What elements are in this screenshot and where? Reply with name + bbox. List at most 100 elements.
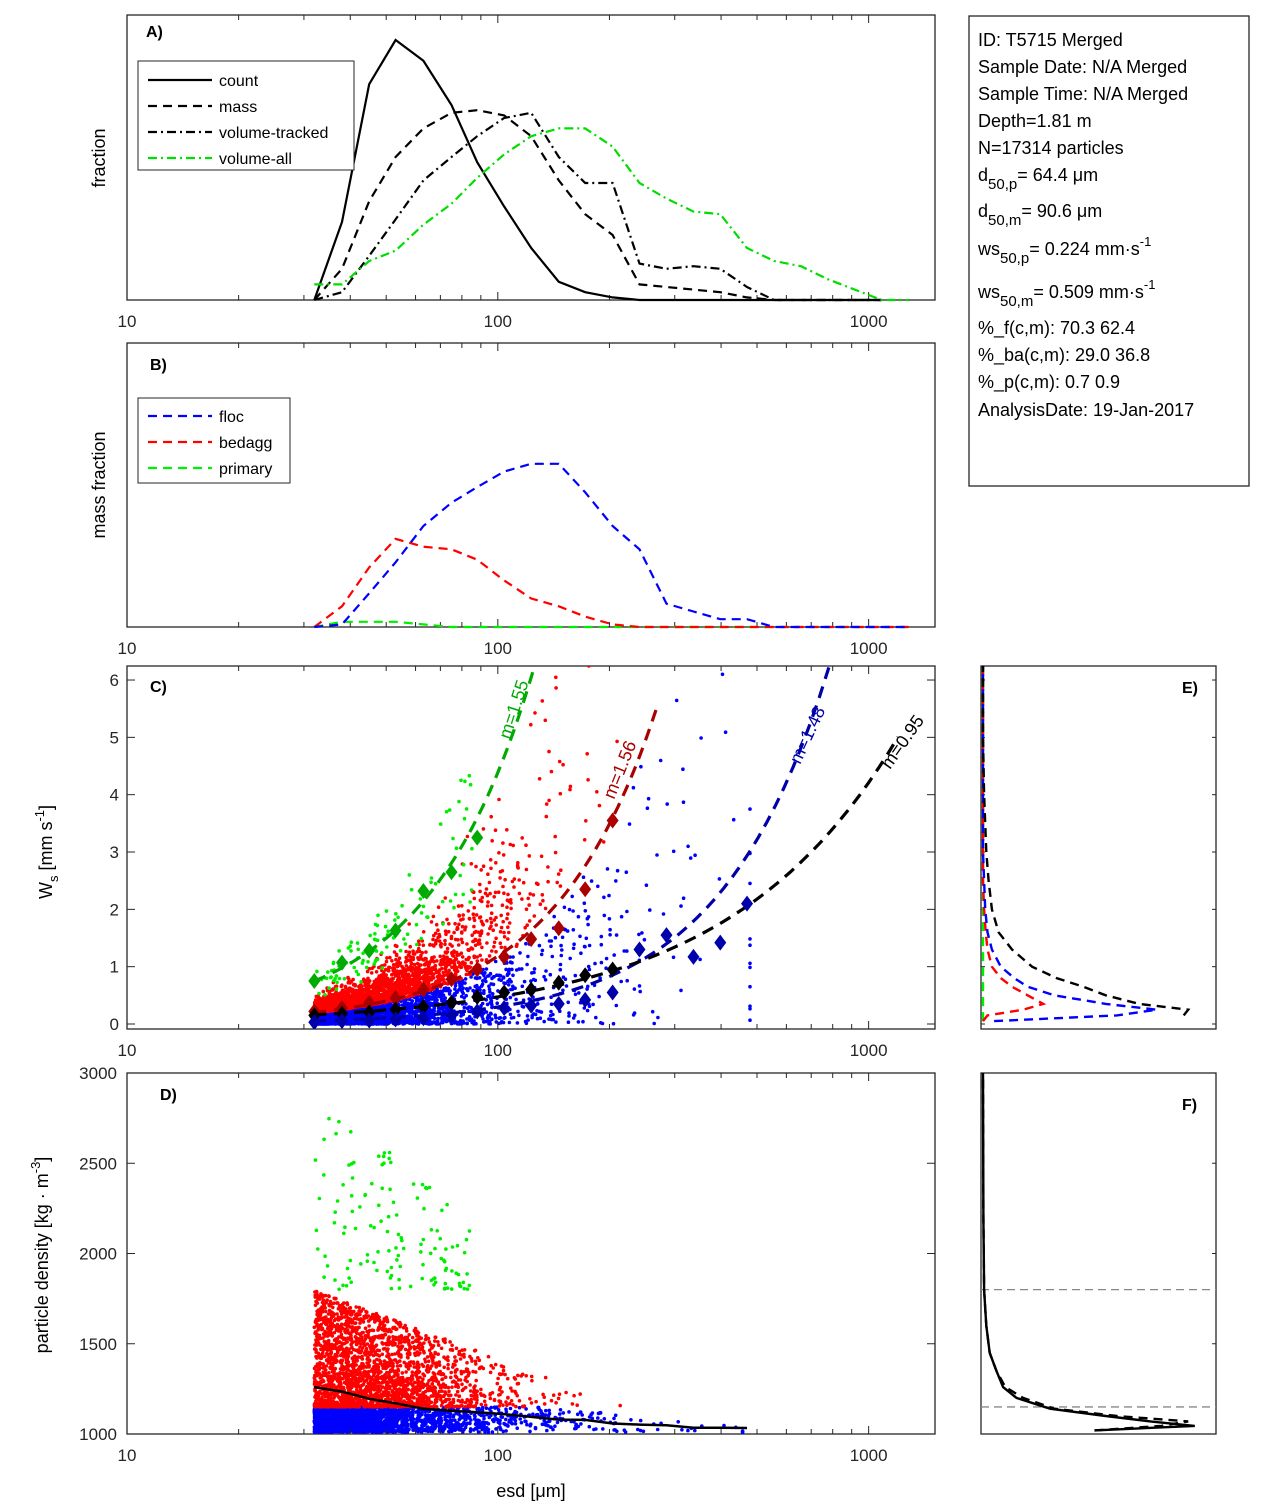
scatter-point-bedagg bbox=[404, 986, 408, 990]
scatter-point-floc bbox=[586, 984, 590, 989]
scatter-point-floc bbox=[524, 1021, 529, 1026]
scatter-point-bedagg bbox=[456, 943, 461, 947]
scatter-point-floc bbox=[671, 955, 676, 960]
scatter-point-bedagg bbox=[531, 893, 536, 897]
scatter-point-floc bbox=[537, 943, 542, 948]
scatter-point-floc bbox=[490, 992, 495, 996]
scatter-point-floc bbox=[568, 956, 572, 961]
scatter-point-floc bbox=[499, 1021, 503, 1025]
legend-label-floc: floc bbox=[219, 409, 244, 426]
scatter-point-floc bbox=[619, 979, 623, 984]
scatter-point-bedagg bbox=[498, 941, 503, 945]
scatter-point-bedagg bbox=[402, 990, 406, 995]
scatter-point-bedagg bbox=[459, 937, 464, 942]
scatter-point-floc bbox=[571, 909, 575, 913]
scatter-point-bedagg bbox=[337, 998, 341, 1002]
scatter-point-bedagg bbox=[433, 931, 438, 936]
scatter-point-floc bbox=[510, 987, 515, 992]
scatter-point-bedagg bbox=[520, 897, 524, 901]
scatter-point-floc bbox=[658, 758, 663, 763]
panel-b-frame bbox=[126, 342, 936, 628]
scatter-point-primary bbox=[323, 993, 327, 997]
scatter-point-floc bbox=[624, 870, 629, 874]
scatter-point-floc bbox=[608, 933, 612, 937]
scatter-point-primary bbox=[419, 911, 424, 915]
scatter-point-floc bbox=[587, 967, 592, 972]
scatter-point-floc bbox=[504, 967, 508, 972]
x-tick-label: 10 bbox=[118, 312, 137, 331]
scatter-point-floc bbox=[638, 989, 642, 994]
scatter-point-primary bbox=[461, 862, 466, 867]
scatter-point-bedagg bbox=[449, 934, 454, 939]
scatter-point-primary bbox=[429, 880, 433, 885]
scatter-point-bedagg bbox=[410, 965, 415, 970]
scatter-point-floc bbox=[488, 1022, 493, 1026]
scatter-point-bedagg bbox=[521, 880, 526, 885]
scatter-point-bedagg bbox=[434, 938, 439, 943]
scatter-point-floc bbox=[571, 1016, 576, 1020]
scatter-point-floc bbox=[567, 907, 572, 912]
scatter-point-floc bbox=[559, 943, 563, 948]
scatter-point-floc bbox=[461, 1021, 465, 1025]
scatter-point-floc bbox=[637, 984, 642, 988]
scatter-point-bedagg bbox=[553, 834, 557, 839]
scatter-point-floc bbox=[570, 894, 574, 899]
scatter-point-floc bbox=[614, 1003, 619, 1008]
scatter-point-bedagg bbox=[416, 939, 421, 943]
panel-tag-a: A) bbox=[146, 24, 163, 41]
scatter-point-bedagg bbox=[397, 976, 402, 980]
scatter-point-floc bbox=[461, 991, 466, 996]
scatter-point-floc bbox=[583, 944, 587, 949]
scatter-point-floc bbox=[637, 932, 641, 937]
scatter-point-bedagg bbox=[527, 919, 532, 923]
scatter-point-floc bbox=[487, 987, 492, 992]
scatter-point-floc bbox=[321, 1015, 325, 1019]
scatter-point-bedagg bbox=[352, 982, 356, 987]
legend-label-volume-all: volume-all bbox=[219, 151, 292, 168]
scatter-point-bedagg bbox=[479, 919, 484, 924]
plot-area bbox=[308, 666, 900, 1029]
scatter-point-floc bbox=[517, 1013, 521, 1018]
scatter-point-floc bbox=[535, 1002, 540, 1006]
scatter-point-floc bbox=[532, 967, 537, 971]
scatter-point-floc bbox=[544, 969, 548, 973]
scatter-point-floc bbox=[489, 998, 494, 1003]
scatter-point-bedagg bbox=[489, 866, 493, 871]
scatter-point-bedagg bbox=[437, 969, 441, 974]
scatter-point-bedagg bbox=[481, 864, 486, 868]
scatter-point-floc bbox=[591, 1002, 595, 1007]
scatter-point-floc bbox=[611, 1021, 616, 1026]
scatter-point-floc bbox=[481, 1017, 485, 1021]
series-line-floc bbox=[314, 462, 909, 629]
scatter-point-floc bbox=[550, 954, 555, 959]
scatter-point-bedagg bbox=[568, 787, 572, 792]
scatter-point-floc bbox=[432, 1006, 437, 1010]
scatter-point-bedagg bbox=[443, 929, 448, 933]
scatter-point-floc bbox=[329, 1012, 334, 1017]
scatter-point-bedagg bbox=[385, 956, 389, 960]
scatter-point-floc bbox=[431, 992, 436, 997]
scatter-point-floc bbox=[505, 972, 510, 976]
scatter-point-floc bbox=[508, 1012, 513, 1017]
scatter-point-floc bbox=[324, 1022, 329, 1026]
scatter-point-floc bbox=[584, 936, 589, 941]
scatter-point-bedagg bbox=[557, 759, 562, 764]
scatter-point-primary bbox=[327, 986, 331, 990]
scatter-point-floc bbox=[415, 994, 420, 999]
scatter-point-bedagg bbox=[394, 974, 399, 978]
scatter-point-bedagg bbox=[507, 930, 511, 935]
scatter-point-bedagg bbox=[507, 899, 511, 904]
scatter-point-bedagg bbox=[377, 974, 382, 978]
scatter-point-bedagg bbox=[395, 944, 399, 948]
scatter-point-floc bbox=[586, 915, 591, 919]
scatter-point-bedagg bbox=[465, 942, 469, 946]
scatter-point-bedagg bbox=[315, 1000, 319, 1005]
scatter-point-floc bbox=[572, 942, 576, 946]
scatter-point-floc bbox=[411, 1010, 416, 1014]
scatter-point-floc bbox=[463, 977, 468, 981]
scatter-point-primary bbox=[433, 881, 438, 886]
scatter-point-bedagg bbox=[367, 985, 372, 990]
scatter-point-floc bbox=[573, 973, 578, 978]
scatter-point-bedagg bbox=[452, 930, 456, 935]
scatter-point-bedagg bbox=[499, 925, 504, 930]
